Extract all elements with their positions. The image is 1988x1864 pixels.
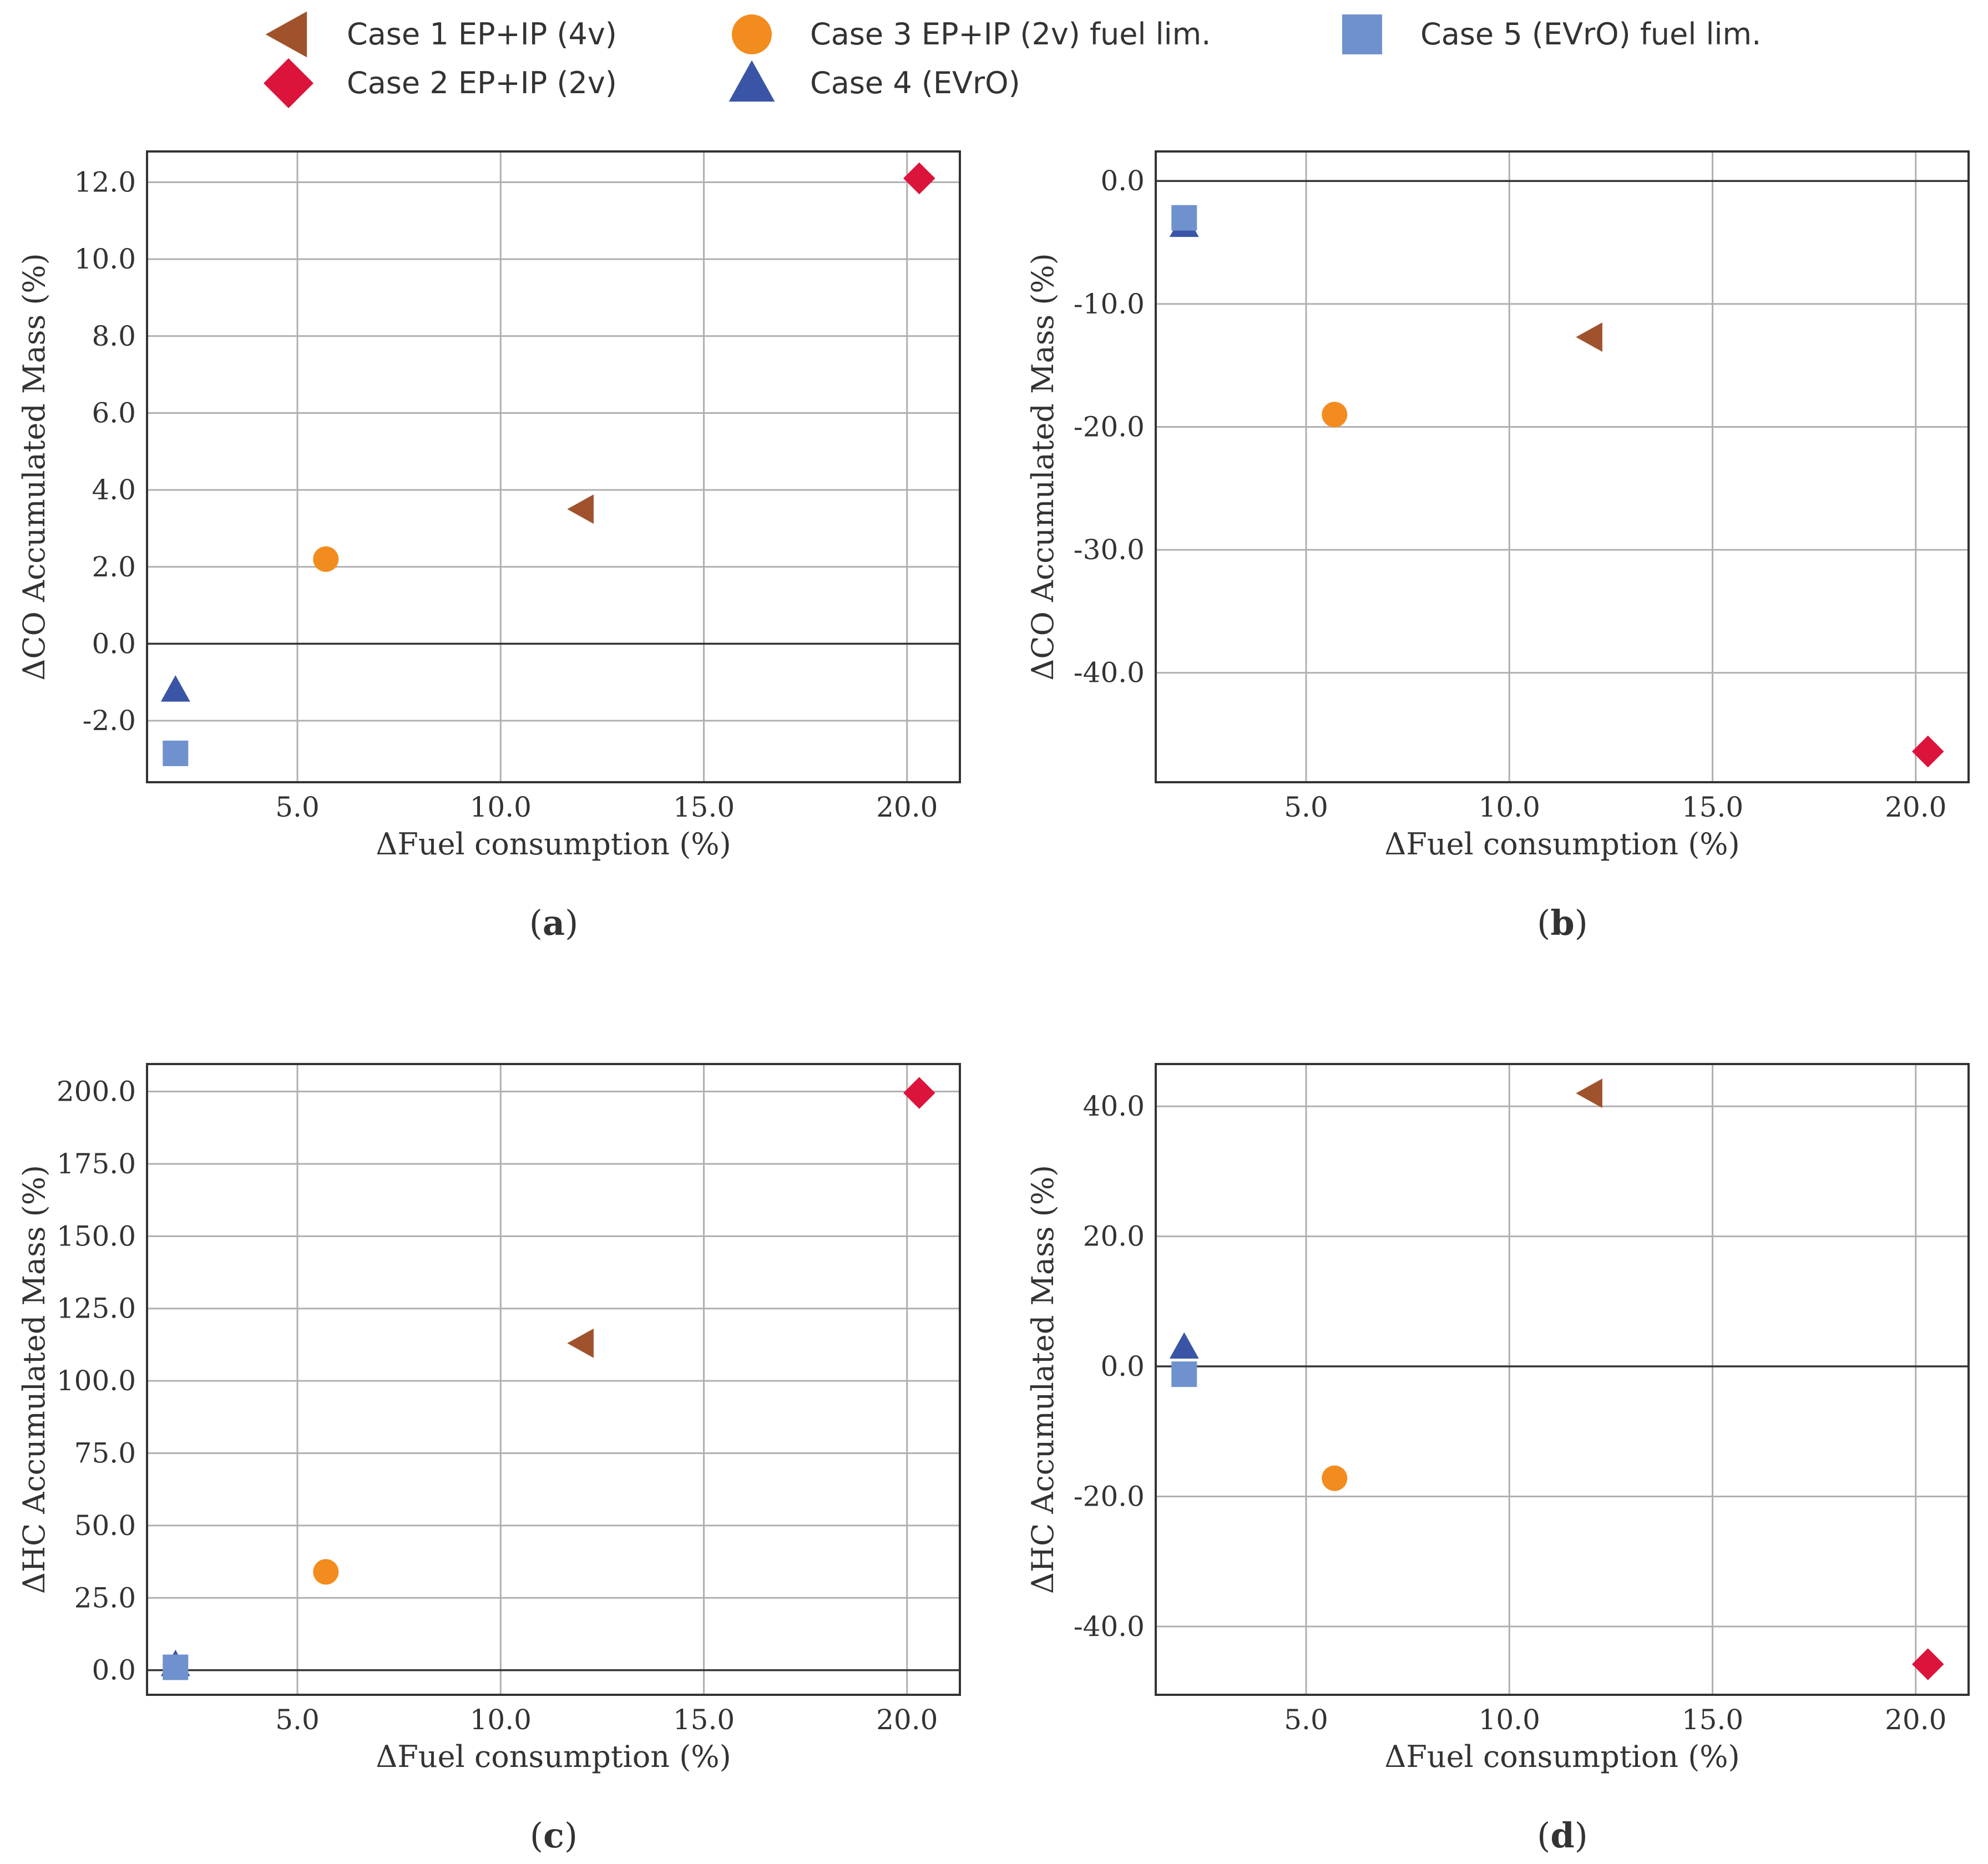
data-point-case5 (163, 741, 189, 767)
panel-caption: (c) (530, 1815, 578, 1856)
legend-label-case1: Case 1 EP+IP (4v) (347, 17, 617, 52)
panel-c: 5.0 10.0 15.0 20.0 0.0 25.0 50.0 75.0 100.0 125.0… (17, 1063, 961, 1856)
plot-area (147, 151, 960, 782)
y-tick-label: 75.0 (74, 1437, 136, 1469)
x-tick-label: 5.0 (275, 791, 320, 823)
y-tick-label: -40.0 (1074, 657, 1145, 689)
data-point-case4 (1169, 1332, 1199, 1359)
y-tick-label: 20.0 (1083, 1220, 1145, 1253)
y-tick-label: 2.0 (92, 551, 136, 583)
x-tick-label: 20.0 (876, 1704, 938, 1736)
x-tick-label: 10.0 (1479, 1704, 1540, 1736)
y-tick-label: -2.0 (83, 705, 136, 737)
legend-marker-case3 (732, 14, 772, 54)
x-tick-label: 10.0 (470, 1704, 532, 1736)
x-tick-label: 20.0 (876, 791, 938, 823)
legend-marker-case4 (729, 60, 775, 102)
x-axis-label: ΔFuel consumption (%) (1384, 827, 1739, 862)
y-tick-label: 0.0 (1100, 1350, 1145, 1382)
data-point-case1 (567, 494, 594, 524)
legend-marker-case1 (265, 11, 307, 58)
y-axis-label: ΔHC Accumulated Mass (%) (1025, 1165, 1060, 1594)
x-axis-label: ΔFuel consumption (%) (376, 827, 731, 862)
y-tick-label: 0.0 (92, 1654, 136, 1686)
data-point-case2 (903, 162, 935, 195)
x-tick-label: 20.0 (1885, 1704, 1946, 1736)
legend: Case 1 EP+IP (4v) Case 2 EP+IP (2v) Case 3… (264, 11, 1761, 108)
y-tick-label: 175.0 (57, 1148, 136, 1180)
plot-area (147, 1064, 960, 1695)
panel-caption: (d) (1537, 1815, 1588, 1856)
y-tick-label: 6.0 (92, 397, 136, 429)
plot-area (1156, 151, 1969, 782)
data-point-case3 (313, 546, 339, 572)
panel-caption: (b) (1537, 903, 1588, 943)
y-axis-label: ΔCO Accumulated Mass (%) (17, 253, 52, 680)
data-point-case2 (903, 1077, 935, 1109)
panels: 5.0 10.0 15.0 20.0 -2.0 0.0 2.0 4.0 6.0 8.0 10.0 12… (17, 150, 1970, 1856)
panel-b: 5.0 10.0 15.0 20.0 -40.0 -30.0 -20.0 -10.0 0.0 ΔF… (1025, 150, 1970, 943)
y-tick-label: -40.0 (1074, 1610, 1145, 1643)
x-tick-label: 5.0 (275, 1704, 320, 1736)
data-point-case3 (313, 1559, 339, 1585)
legend-marker-case5 (1342, 14, 1382, 54)
y-tick-label: -20.0 (1074, 1480, 1145, 1512)
x-tick-label: 15.0 (1682, 1704, 1743, 1736)
y-tick-label: 100.0 (57, 1365, 136, 1397)
x-axis-label: ΔFuel consumption (%) (1384, 1739, 1739, 1774)
y-tick-label: -20.0 (1074, 411, 1145, 443)
data-point-case5 (1171, 1361, 1197, 1387)
y-tick-label: 25.0 (74, 1582, 136, 1614)
y-tick-label: 0.0 (1100, 165, 1145, 197)
legend-label-case2: Case 2 EP+IP (2v) (347, 65, 617, 100)
x-tick-label: 5.0 (1284, 1704, 1328, 1736)
data-point-case1 (1576, 1078, 1602, 1108)
y-tick-label: 10.0 (74, 243, 136, 275)
x-tick-label: 10.0 (470, 791, 532, 823)
panel-a: 5.0 10.0 15.0 20.0 -2.0 0.0 2.0 4.0 6.0 8.0 10.0 12… (17, 150, 961, 943)
plot-frame (1155, 150, 1970, 783)
legend-label-case3: Case 3 EP+IP (2v) fuel lim. (810, 17, 1211, 52)
y-tick-label: 0.0 (92, 627, 136, 660)
legend-label-case5: Case 5 (EVrO) fuel lim. (1420, 17, 1761, 52)
y-tick-label: -30.0 (1074, 534, 1145, 566)
y-axis-label: ΔHC Accumulated Mass (%) (17, 1165, 52, 1594)
data-point-case3 (1322, 1465, 1348, 1491)
x-tick-label: 5.0 (1284, 791, 1328, 823)
x-tick-label: 15.0 (673, 791, 735, 823)
plot-area (1156, 1064, 1969, 1695)
data-point-case1 (1576, 322, 1602, 352)
y-tick-label: 8.0 (92, 320, 136, 352)
data-point-case1 (567, 1328, 594, 1358)
y-tick-label: 200.0 (57, 1076, 136, 1108)
y-axis-label: ΔCO Accumulated Mass (%) (1025, 253, 1060, 680)
data-point-case2 (1912, 1648, 1944, 1680)
y-tick-label: -10.0 (1074, 288, 1145, 320)
y-tick-label: 40.0 (1083, 1090, 1145, 1122)
plot-frame (1155, 1063, 1970, 1696)
legend-marker-case2 (264, 58, 313, 108)
plot-frame (146, 150, 961, 783)
data-point-case2 (1912, 735, 1944, 768)
x-tick-label: 20.0 (1885, 791, 1946, 823)
x-axis-label: ΔFuel consumption (%) (376, 1739, 731, 1774)
x-tick-label: 15.0 (1682, 791, 1743, 823)
data-point-case5 (1171, 205, 1197, 231)
plot-frame (146, 1063, 961, 1696)
panel-d: 5.0 10.0 15.0 20.0 -40.0 -20.0 0.0 20.0 40.0 ΔFue… (1025, 1063, 1970, 1856)
y-tick-label: 125.0 (57, 1293, 136, 1325)
data-point-case3 (1322, 402, 1348, 428)
y-tick-label: 150.0 (57, 1220, 136, 1252)
panel-caption: (a) (529, 903, 579, 943)
data-point-case4 (160, 675, 190, 702)
x-tick-label: 15.0 (673, 1704, 735, 1736)
y-tick-label: 4.0 (92, 474, 136, 506)
x-tick-label: 10.0 (1479, 791, 1540, 823)
y-tick-label: 12.0 (74, 166, 136, 198)
legend-label-case4: Case 4 (EVrO) (810, 65, 1020, 100)
data-point-case5 (163, 1654, 189, 1680)
y-tick-label: 50.0 (74, 1510, 136, 1542)
